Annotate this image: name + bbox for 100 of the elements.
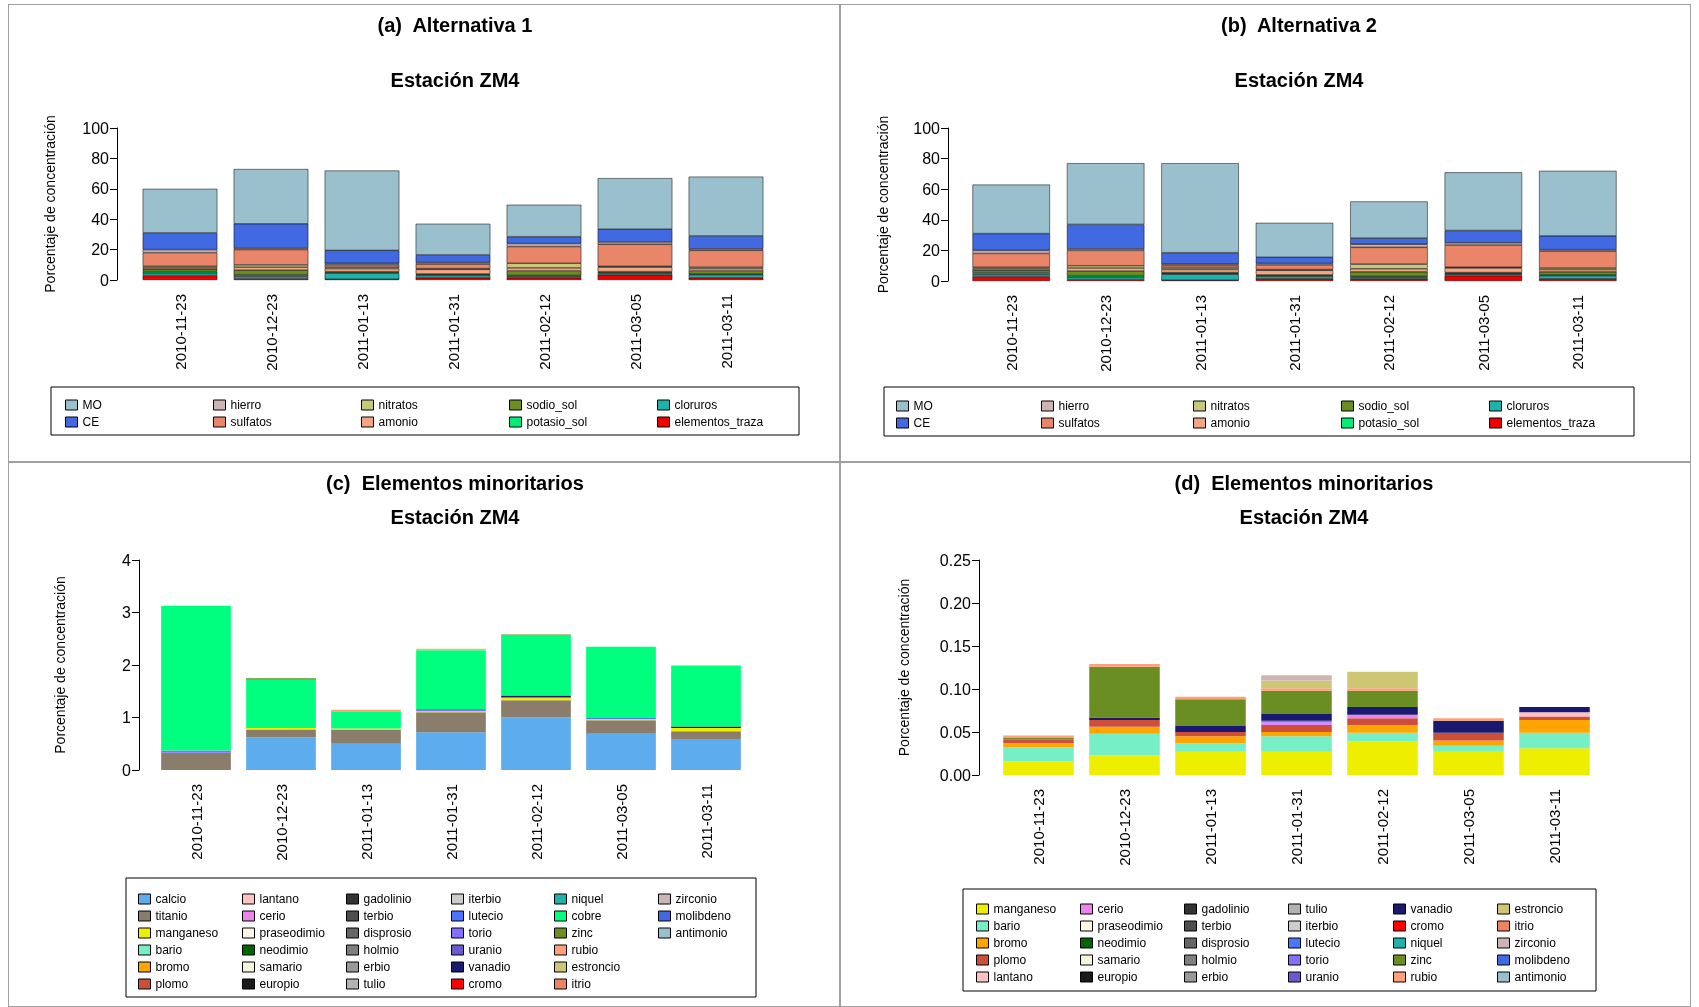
legend-label: erbio: [1201, 970, 1229, 984]
y-tick-label: 0: [931, 272, 941, 290]
legend-label: itrio: [571, 977, 592, 991]
legend-label: itrio: [1514, 919, 1535, 933]
legend-label: disprosio: [1201, 936, 1250, 950]
x-tick-label: 2011-01-13: [1202, 789, 1219, 865]
legend-label: estroncio: [571, 960, 621, 974]
x-tick-label: 2011-02-12: [1380, 295, 1398, 371]
chart-title: (a) Alternativa 1: [377, 14, 533, 36]
y-tick-label: 100: [82, 119, 110, 137]
legend-label: sulfatos: [1058, 416, 1100, 430]
x-tick-label: 2011-03-11: [717, 294, 735, 369]
x-tick-label: 2011-03-05: [612, 784, 630, 860]
chart-subtitle: Estación ZM4: [390, 69, 521, 91]
legend-label: torio: [1305, 953, 1330, 967]
legend-label: vanadio: [468, 960, 511, 974]
x-tick-label: 2010-11-23: [171, 294, 189, 370]
x-tick-label: 2010-11-23: [1030, 789, 1047, 865]
legend-label: iterbio: [468, 892, 502, 906]
legend-label: torio: [468, 926, 493, 940]
legend-label: sodio_sol: [1358, 399, 1410, 413]
x-tick-label: 2010-12-23: [1116, 789, 1133, 866]
y-axis-title: Porcentaje de concentración: [875, 115, 891, 294]
legend-label: praseodimio: [1097, 919, 1164, 933]
y-axis-title: Porcentaje de concentración: [896, 578, 912, 757]
legend-label: sulfatos: [230, 415, 272, 429]
x-tick-label: 2011-03-05: [626, 294, 644, 370]
legend-label: bromo: [993, 936, 1028, 950]
legend-label: zirconio: [1514, 936, 1557, 950]
legend-label: lantano: [259, 892, 300, 906]
legend-label: samario: [1097, 953, 1141, 967]
x-tick-label: 2011-01-31: [1288, 789, 1305, 865]
legend-label: titanio: [155, 909, 188, 923]
legend-label: cerio: [1097, 902, 1124, 916]
chart-subtitle: Estación ZM4: [1239, 506, 1370, 528]
legend-label: holmio: [1201, 953, 1238, 967]
y-tick-label: 2: [122, 656, 132, 674]
x-tick-label: 2011-02-12: [527, 784, 545, 860]
legend-label: lantano: [993, 970, 1034, 984]
y-tick-label: 20: [91, 241, 110, 259]
legend-label: iterbio: [1305, 919, 1339, 933]
y-tick-label: 4: [122, 551, 132, 569]
legend-label: disprosio: [363, 926, 412, 940]
legend-label: gadolinio: [363, 892, 412, 906]
legend-label: plomo: [993, 953, 1027, 967]
x-tick-label: 2011-03-11: [697, 784, 715, 859]
y-tick-label: 0.05: [939, 723, 972, 741]
chart-subtitle: Estación ZM4: [390, 506, 521, 528]
legend-label: terbio: [363, 909, 394, 923]
legend-label: hierro: [1058, 399, 1090, 413]
x-tick-label: 2011-01-13: [357, 784, 375, 860]
legend-label: molibdeno: [675, 909, 732, 923]
chart-title: (b) Alternativa 2: [1221, 14, 1377, 36]
legend-label: holmio: [363, 943, 400, 957]
y-tick-label: 0.20: [939, 594, 972, 612]
x-tick-label: 2010-11-23: [1002, 295, 1020, 371]
legend-label: zirconio: [675, 892, 718, 906]
x-tick-label: 2010-12-23: [262, 294, 280, 371]
legend-label: vanadio: [1410, 902, 1453, 916]
legend-label: zinc: [1410, 953, 1432, 967]
legend-label: neodimio: [259, 943, 309, 957]
legend-label: europio: [259, 977, 300, 991]
legend-label: manganeso: [155, 926, 219, 940]
legend-label: tulio: [363, 977, 386, 991]
legend-label: lutecio: [468, 909, 504, 923]
y-tick-label: 0: [122, 761, 132, 779]
legend-label: amonio: [1210, 416, 1251, 430]
x-tick-label: 2011-03-05: [1460, 789, 1477, 865]
x-tick-label: 2011-03-11: [1546, 789, 1563, 864]
x-tick-label: 2011-02-12: [1374, 789, 1391, 865]
legend-label: cromo: [468, 977, 503, 991]
y-tick-label: 0.25: [939, 551, 972, 569]
legend-label: MO: [913, 399, 933, 413]
y-tick-label: 40: [922, 211, 941, 229]
y-tick-label: 0.15: [939, 637, 972, 655]
y-tick-label: 100: [913, 119, 941, 137]
y-tick-label: 20: [922, 241, 941, 259]
y-tick-label: 0: [100, 271, 110, 289]
legend-label: europio: [1097, 970, 1138, 984]
legend-label: elementos_traza: [1506, 416, 1596, 430]
legend-label: rubio: [571, 943, 599, 957]
legend-label: hierro: [230, 398, 262, 412]
chart-title: (c) Elementos minoritarios: [326, 472, 584, 494]
legend-label: bromo: [155, 960, 190, 974]
legend-label: uranio: [1305, 970, 1340, 984]
legend-label: niquel: [571, 892, 604, 906]
x-tick-label: 2011-01-31: [442, 784, 460, 860]
legend-label: neodimio: [1097, 936, 1147, 950]
chart-subtitle: Estación ZM4: [1234, 69, 1365, 91]
legend-label: rubio: [1410, 970, 1438, 984]
legend-label: MO: [82, 398, 102, 412]
y-tick-label: 0.10: [939, 680, 972, 698]
legend-label: cloruros: [674, 398, 718, 412]
legend-label: CE: [82, 415, 100, 429]
legend-label: cloruros: [1506, 399, 1550, 413]
y-tick-label: 0.00: [939, 766, 972, 784]
x-tick-label: 2010-12-23: [1097, 295, 1115, 372]
legend-label: praseodimio: [259, 926, 326, 940]
legend-label: cerio: [259, 909, 286, 923]
legend-label: manganeso: [993, 902, 1057, 916]
